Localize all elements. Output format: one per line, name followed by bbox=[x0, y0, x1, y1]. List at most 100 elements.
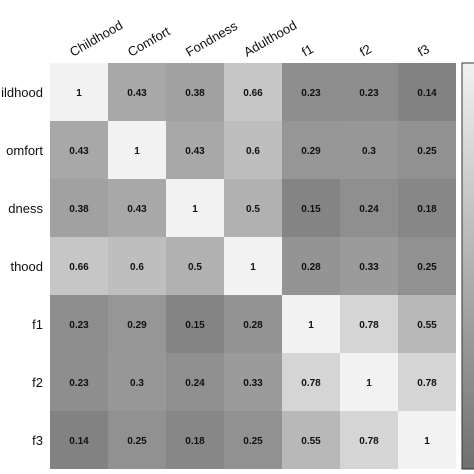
colorbar-gradient bbox=[461, 62, 474, 470]
cell-value-label: 0.29 bbox=[127, 320, 147, 331]
heatmap-cell bbox=[398, 237, 456, 295]
cell-value-label: 0.23 bbox=[301, 88, 321, 99]
heatmap-cell bbox=[108, 237, 166, 295]
cell-value-label: 0.28 bbox=[243, 320, 263, 331]
heatmap-cell bbox=[166, 121, 224, 179]
heatmap-cell bbox=[50, 295, 108, 353]
cell-value-label: 0.78 bbox=[359, 320, 379, 331]
cell-value-label: 0.55 bbox=[417, 320, 437, 331]
cell-value-label: 0.14 bbox=[69, 436, 89, 447]
heatmap-cell bbox=[398, 353, 456, 411]
heatmap-cell bbox=[340, 121, 398, 179]
cell-value-label: 0.43 bbox=[69, 146, 89, 157]
cell-value-label: 0.6 bbox=[130, 262, 144, 273]
cell-value-label: 0.66 bbox=[69, 262, 89, 273]
cell-value-label: 0.18 bbox=[185, 436, 205, 447]
cell-value-label: 0.24 bbox=[185, 378, 205, 389]
row-label: f1 bbox=[32, 317, 43, 332]
column-label: f3 bbox=[415, 41, 432, 59]
cell-value-label: 0.3 bbox=[362, 146, 376, 157]
heatmap-cell bbox=[50, 63, 108, 121]
heatmap-cell bbox=[282, 179, 340, 237]
heatmap-cell bbox=[282, 237, 340, 295]
cell-value-label: 0.29 bbox=[301, 146, 321, 157]
heatmap-cell bbox=[340, 179, 398, 237]
cell-value-label: 1 bbox=[76, 88, 82, 99]
cell-value-label: 0.78 bbox=[417, 378, 437, 389]
cell-value-label: 1 bbox=[366, 378, 372, 389]
heatmap-cell bbox=[398, 63, 456, 121]
cell-value-label: 0.18 bbox=[417, 204, 437, 215]
cell-value-label: 0.43 bbox=[185, 146, 205, 157]
cell-value-label: 0.38 bbox=[185, 88, 205, 99]
cell-value-label: 0.6 bbox=[246, 146, 260, 157]
row-label: f3 bbox=[32, 433, 43, 448]
heatmap-cell bbox=[50, 121, 108, 179]
column-label: Fondness bbox=[183, 18, 240, 60]
cell-value-label: 0.25 bbox=[127, 436, 147, 447]
heatmap-cell bbox=[398, 121, 456, 179]
heatmap-cell bbox=[108, 63, 166, 121]
cell-value-label: 1 bbox=[424, 436, 430, 447]
cell-value-label: 0.43 bbox=[127, 204, 147, 215]
column-label: f1 bbox=[299, 41, 316, 59]
column-label: Adulthood bbox=[241, 17, 299, 59]
cell-value-label: 1 bbox=[308, 320, 314, 331]
cell-value-label: 0.23 bbox=[69, 378, 89, 389]
heatmap-cell bbox=[166, 63, 224, 121]
cell-value-label: 0.38 bbox=[69, 204, 89, 215]
column-label: Childhood bbox=[67, 17, 125, 59]
colorbar bbox=[461, 62, 474, 470]
heatmap-cell bbox=[166, 353, 224, 411]
heatmap-cell bbox=[340, 63, 398, 121]
cell-value-label: 0.55 bbox=[301, 436, 321, 447]
heatmap-cell bbox=[166, 295, 224, 353]
cell-value-label: 0.28 bbox=[301, 262, 321, 273]
column-labels: Childhood Comfort Fondness Adulthood f1 f2 f3 bbox=[67, 17, 432, 59]
heatmap-cell bbox=[398, 411, 456, 469]
cell-value-label: 0.23 bbox=[359, 88, 379, 99]
cell-value-label: 0.25 bbox=[417, 262, 437, 273]
cell-value-label: 0.43 bbox=[127, 88, 147, 99]
row-label: thood bbox=[10, 259, 43, 274]
cell-value-label: 1 bbox=[192, 204, 198, 215]
heatmap-cell bbox=[282, 63, 340, 121]
row-label: ildhood bbox=[1, 85, 43, 100]
heatmap-cells: 1 0.43 0.38 0.66 0.23 0.23 0.14 0.43 1 0.43 0.6 0.2… bbox=[50, 63, 456, 469]
heatmap-cell bbox=[166, 179, 224, 237]
heatmap-cell bbox=[108, 179, 166, 237]
cell-value-label: 0.78 bbox=[359, 436, 379, 447]
cell-value-label: 1 bbox=[134, 146, 140, 157]
heatmap-cell bbox=[398, 295, 456, 353]
cell-value-label: 0.14 bbox=[417, 88, 437, 99]
heatmap-cell bbox=[108, 411, 166, 469]
heatmap-cell bbox=[50, 353, 108, 411]
cell-value-label: 0.25 bbox=[243, 436, 263, 447]
cell-value-label: 0.5 bbox=[246, 204, 260, 215]
heatmap-cell bbox=[50, 179, 108, 237]
row-label: f2 bbox=[32, 375, 43, 390]
cell-value-label: 0.66 bbox=[243, 88, 263, 99]
cell-value-label: 0.23 bbox=[69, 320, 89, 331]
heatmap-cell bbox=[340, 295, 398, 353]
heatmap-cell bbox=[282, 121, 340, 179]
heatmap-cell bbox=[224, 121, 282, 179]
heatmap-cell bbox=[166, 237, 224, 295]
heatmap-cell bbox=[108, 295, 166, 353]
cell-value-label: 0.5 bbox=[188, 262, 202, 273]
cell-value-label: 0.78 bbox=[301, 378, 321, 389]
cell-value-label: 0.3 bbox=[130, 378, 144, 389]
row-label: dness bbox=[8, 201, 43, 216]
cell-value-label: 0.25 bbox=[417, 146, 437, 157]
heatmap-cell bbox=[50, 237, 108, 295]
cell-value-label: 0.33 bbox=[359, 262, 379, 273]
heatmap-cell bbox=[340, 411, 398, 469]
heatmap-cell bbox=[224, 179, 282, 237]
heatmap-cell bbox=[224, 63, 282, 121]
heatmap-cell bbox=[340, 237, 398, 295]
cell-value-label: 0.33 bbox=[243, 378, 263, 389]
heatmap-cell bbox=[398, 179, 456, 237]
heatmap-cell bbox=[166, 411, 224, 469]
row-label: omfort bbox=[6, 143, 43, 158]
